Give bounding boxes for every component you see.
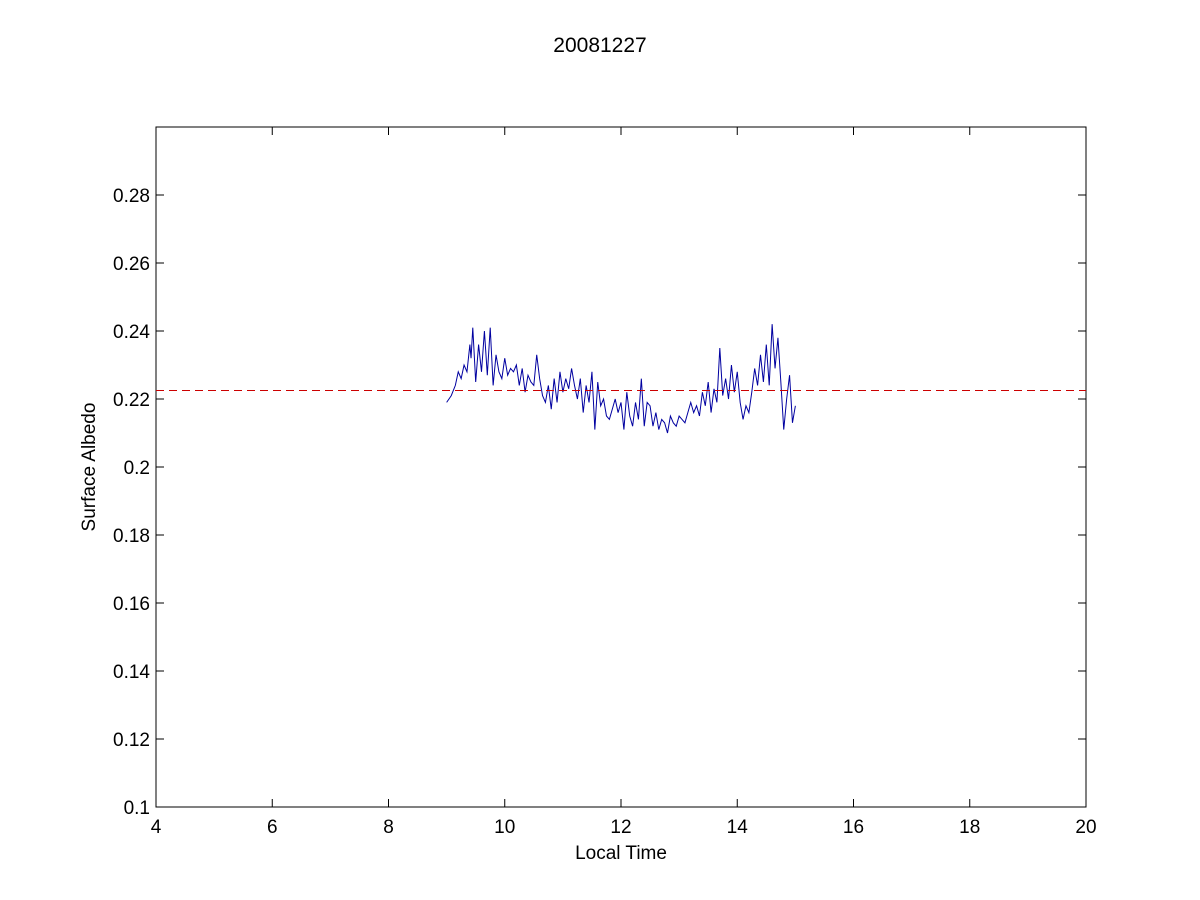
y-tick-label: 0.14 [113, 662, 150, 683]
y-tick-label: 0.16 [113, 594, 150, 615]
x-tick-label: 10 [494, 817, 515, 838]
axis-ticks: 4 6 8 10 12 14 16 18 20 0.1 0.12 0.14 0.16 0.18 0.2 0.2… [113, 127, 1097, 838]
data-series [156, 324, 1086, 434]
y-tick-label: 0.26 [113, 254, 150, 275]
x-tick-label: 18 [959, 817, 980, 838]
x-tick-label: 4 [151, 817, 162, 838]
x-axis-label: Local Time [575, 843, 667, 864]
y-tick-label: 0.18 [113, 526, 150, 547]
x-tick-label: 12 [610, 817, 631, 838]
albedo-series-line [446, 324, 796, 434]
x-tick-label: 14 [727, 817, 749, 838]
y-tick-label: 0.1 [124, 798, 150, 819]
y-tick-label: 0.2 [124, 458, 150, 479]
y-tick-label: 0.12 [113, 730, 150, 751]
plot-area-frame [155, 126, 1087, 808]
x-tick-label: 8 [383, 817, 394, 838]
x-tick-label: 6 [267, 817, 278, 838]
y-tick-label: 0.28 [113, 186, 150, 207]
y-axis-label: Surface Albedo [79, 403, 100, 532]
chart-title: 20081227 [553, 34, 646, 57]
x-tick-label: 20 [1075, 817, 1096, 838]
y-tick-label: 0.24 [113, 322, 150, 343]
x-tick-label: 16 [843, 817, 864, 838]
y-tick-label: 0.22 [113, 390, 150, 411]
